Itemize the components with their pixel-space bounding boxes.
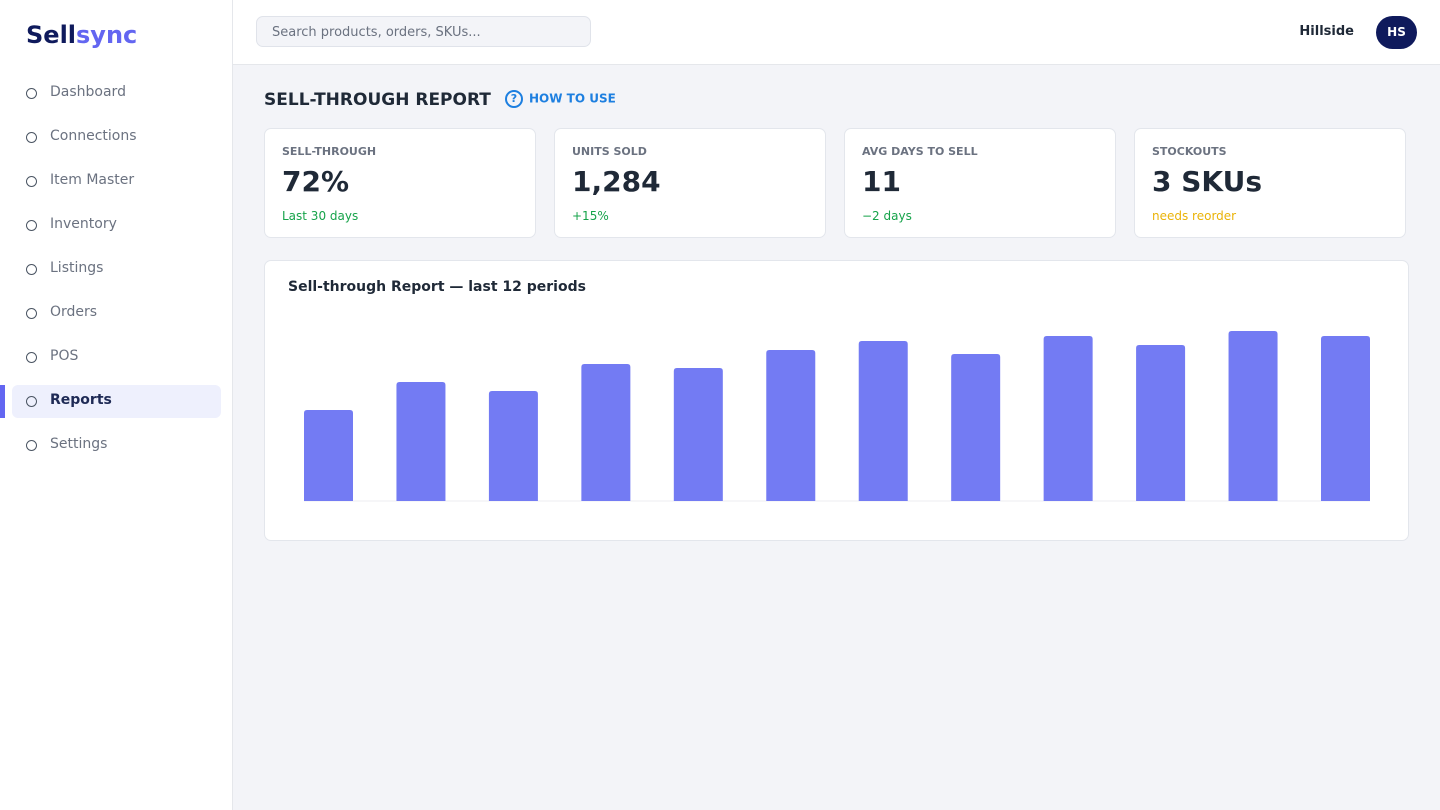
nav-item[interactable]: Reports: [0, 385, 221, 418]
logo-part: Sell: [26, 21, 77, 49]
nav-icon: [26, 176, 37, 187]
nav-item[interactable]: Orders: [12, 297, 221, 330]
bar: [766, 350, 816, 501]
user-name[interactable]: Hillside: [1299, 24, 1354, 39]
bar: [581, 364, 631, 501]
kpi-value: 72%: [282, 165, 350, 198]
nav-label: Settings: [50, 436, 108, 452]
bar: [951, 354, 1001, 501]
kpi-card: SELL-THROUGH 72% Last 30 days: [264, 128, 536, 238]
bar: [396, 382, 446, 501]
kpi-label: SELL-THROUGH: [282, 145, 377, 158]
nav-label: Connections: [50, 128, 137, 144]
nav-item[interactable]: Connections: [12, 121, 221, 154]
bar: [1321, 336, 1370, 501]
logo-part: sync: [76, 21, 138, 49]
nav-item[interactable]: Inventory: [12, 209, 221, 242]
nav-label: Orders: [50, 304, 98, 320]
nav-label: Item Master: [50, 172, 135, 188]
nav-icon: [26, 264, 37, 275]
bar: [673, 368, 723, 501]
bar: [304, 410, 353, 501]
nav-label: Reports: [50, 392, 112, 408]
kpi-note: −2 days: [862, 209, 912, 223]
nav-icon: [26, 132, 37, 143]
chart-panel: Sell-through Report — last 12 periods: [264, 260, 1409, 541]
topbar: Search products, orders, SKUs... Hillsid…: [233, 0, 1440, 65]
bar: [1043, 336, 1093, 501]
nav-label: Inventory: [50, 216, 117, 232]
nav-label: Dashboard: [50, 84, 126, 100]
kpi-card: UNITS SOLD 1,284 +15%: [554, 128, 826, 238]
sidebar: Sellsync Dashboard Connections Item Master…: [0, 0, 233, 810]
help-text: HOW TO USE: [529, 91, 616, 106]
kpi-note: needs reorder: [1152, 209, 1237, 223]
nav-item[interactable]: Item Master: [12, 165, 221, 198]
bar: [1136, 345, 1186, 501]
help-link[interactable]: ? HOW TO USE: [505, 90, 616, 108]
search-input[interactable]: Search products, orders, SKUs...: [256, 16, 591, 47]
chart: [304, 331, 1370, 502]
logo[interactable]: Sellsync: [26, 21, 137, 49]
kpi-value: 11: [862, 165, 901, 198]
kpi-label: STOCKOUTS: [1152, 145, 1227, 158]
chart-title: Sell-through Report — last 12 periods: [288, 279, 586, 295]
nav-icon: [26, 396, 37, 407]
nav-label: POS: [50, 348, 79, 364]
kpi-value: 3 SKUs: [1152, 165, 1263, 198]
kpi-value: 1,284: [572, 165, 661, 198]
kpi-label: AVG DAYS TO SELL: [862, 145, 978, 158]
help-icon: ?: [505, 90, 523, 108]
nav-item[interactable]: Listings: [12, 253, 221, 286]
nav-icon: [26, 352, 37, 363]
avatar[interactable]: HS: [1376, 16, 1417, 49]
search-placeholder: Search products, orders, SKUs...: [272, 25, 481, 40]
nav-icon: [26, 220, 37, 231]
kpi-card: AVG DAYS TO SELL 11 −2 days: [844, 128, 1116, 238]
bar: [858, 341, 908, 501]
nav-icon: [26, 440, 37, 451]
kpi-note: +15%: [572, 209, 609, 223]
nav-item[interactable]: Settings: [12, 429, 221, 462]
kpi-label: UNITS SOLD: [572, 145, 647, 158]
bar: [488, 391, 538, 501]
bar: [1228, 331, 1278, 501]
nav-label: Listings: [50, 260, 104, 276]
nav-item[interactable]: Dashboard: [12, 77, 221, 110]
nav-icon: [26, 308, 37, 319]
kpi-card: STOCKOUTS 3 SKUs needs reorder: [1134, 128, 1406, 238]
kpi-note: Last 30 days: [282, 209, 359, 223]
page-title: SELL-THROUGH REPORT: [264, 90, 491, 110]
nav-item[interactable]: POS: [12, 341, 221, 374]
nav-icon: [26, 88, 37, 99]
